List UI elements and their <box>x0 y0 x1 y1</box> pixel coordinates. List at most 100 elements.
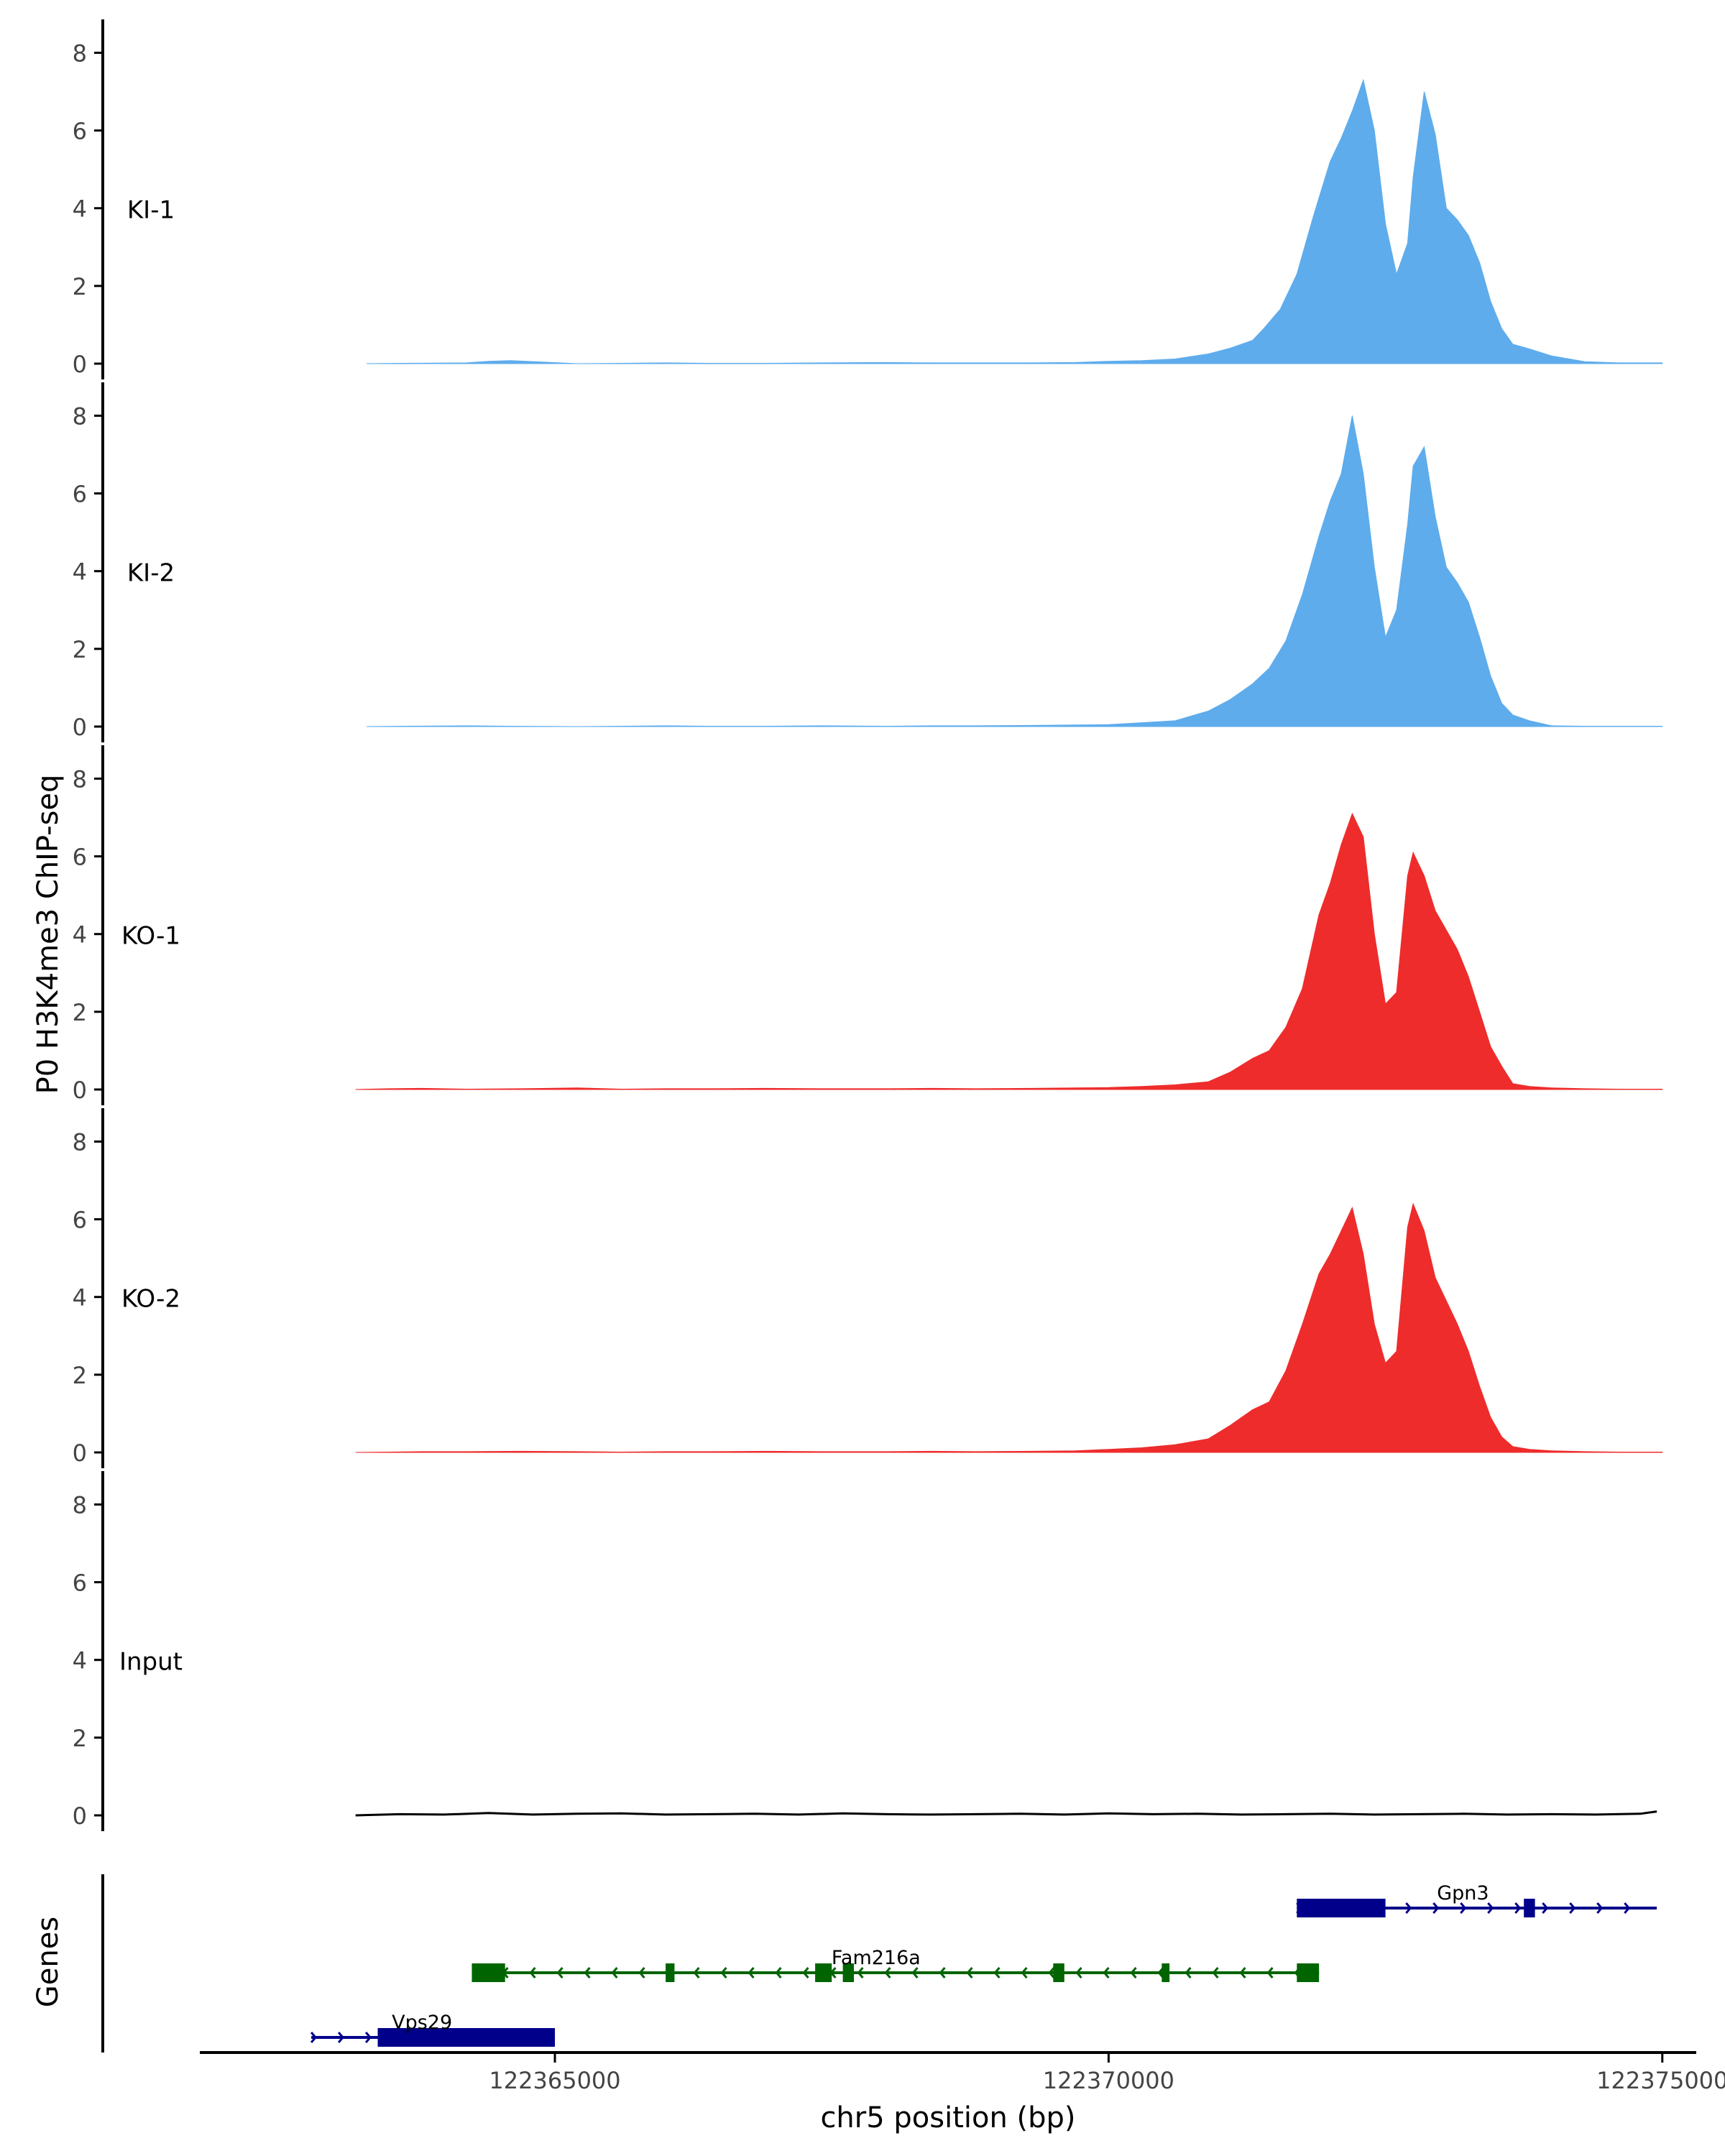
genes-panel: 122365000 122370000 122375000 Gpn3 Fam216a Vp… <box>101 1874 1725 2094</box>
strand-arrow <box>638 1967 645 1978</box>
strand-arrow <box>1624 1902 1631 1914</box>
strand-arrow <box>1569 1902 1576 1914</box>
track-ki-1: 0 2 4 6 8 KI-1 <box>73 19 1663 379</box>
y-tick-label: 4 <box>73 1284 87 1312</box>
strand-arrow <box>1542 1902 1549 1914</box>
strand-arrow <box>310 2032 318 2043</box>
signal-area <box>367 415 1663 727</box>
y-tick-label: 2 <box>73 273 87 300</box>
strand-arrow <box>1487 1902 1494 1914</box>
y-tick-label: 8 <box>73 40 87 67</box>
y-tick-label: 2 <box>73 1725 87 1752</box>
gene-gpn3: Gpn3 <box>1296 1882 1657 1917</box>
y-tick-label: 8 <box>73 402 87 430</box>
signal-tracks: 0 2 4 6 8 KI-1 0 2 4 6 8 KI-2 0 2 4 6 8 KO-1 0 2 4 6 8 KO-2 0 2 4 6… <box>73 19 1663 1831</box>
strand-arrow <box>720 1967 727 1978</box>
genes-axis-title: Genes <box>32 1917 65 2007</box>
x-tick-label: 122365000 <box>489 2067 620 2094</box>
y-axis-title: P0 H3K4me3 ChIP-seq <box>32 775 65 1095</box>
signal-area <box>355 1202 1663 1453</box>
strand-arrow <box>1103 1967 1110 1978</box>
strand-arrow <box>1432 1902 1440 1914</box>
strand-arrow <box>1266 1967 1274 1978</box>
gene-label: Fam216a <box>832 1947 921 1969</box>
track-label: KO-2 <box>121 1285 180 1314</box>
strand-arrow <box>939 1967 946 1978</box>
strand-arrow <box>775 1967 782 1978</box>
strand-arrow <box>1596 1902 1604 1914</box>
gene-exon <box>666 1963 675 1982</box>
gene-exon <box>1297 1899 1386 1917</box>
strand-arrow <box>1239 1967 1246 1978</box>
gene-label: Gpn3 <box>1437 1882 1489 1904</box>
gene-exon <box>472 1963 505 1982</box>
signal-area <box>355 812 1663 1090</box>
strand-arrow <box>1021 1967 1028 1978</box>
x-tick-label: 122370000 <box>1043 2067 1174 2094</box>
strand-arrow <box>1460 1902 1467 1914</box>
gene-label: Vps29 <box>392 2012 452 2034</box>
strand-arrow <box>802 1967 809 1978</box>
strand-arrow <box>556 1967 564 1978</box>
strand-arrow <box>611 1967 618 1978</box>
strand-arrow <box>1048 1967 1055 1978</box>
track-label: KI-1 <box>127 196 175 225</box>
track-label: KI-2 <box>127 559 175 588</box>
gene-exon <box>842 1963 855 1982</box>
y-tick-label: 0 <box>73 1802 87 1830</box>
y-tick-label: 4 <box>73 558 87 586</box>
y-tick-label: 8 <box>73 1491 87 1519</box>
track-label: Input <box>119 1648 183 1677</box>
y-tick-label: 2 <box>73 1362 87 1389</box>
gene-exon <box>1297 1963 1320 1982</box>
y-tick-label: 0 <box>73 351 87 378</box>
strand-arrow <box>364 2032 372 2043</box>
gene-exon <box>1053 1963 1064 1982</box>
strand-arrow <box>911 1967 919 1978</box>
y-tick-label: 8 <box>73 1128 87 1156</box>
strand-arrow <box>337 2032 345 2043</box>
y-tick-label: 0 <box>73 1439 87 1467</box>
strand-arrow <box>1405 1902 1412 1914</box>
signal-area <box>367 78 1663 364</box>
gene-exon <box>1162 1963 1170 1982</box>
strand-arrow <box>1212 1967 1219 1978</box>
strand-arrow <box>884 1967 891 1978</box>
strand-arrow <box>857 1967 864 1978</box>
y-tick-label: 6 <box>73 1207 87 1234</box>
strand-arrow <box>966 1967 973 1978</box>
y-tick-label: 8 <box>73 765 87 793</box>
y-tick-label: 0 <box>73 714 87 741</box>
y-tick-label: 6 <box>73 118 87 145</box>
track-ki-2: 0 2 4 6 8 KI-2 <box>73 382 1663 742</box>
y-tick-label: 2 <box>73 999 87 1026</box>
y-tick-label: 4 <box>73 921 87 949</box>
y-tick-label: 2 <box>73 636 87 663</box>
gene-vps29: Vps29 <box>310 2012 556 2047</box>
gene-exon <box>1524 1899 1535 1917</box>
x-axis-title: chr5 position (bp) <box>820 2101 1075 2134</box>
x-tick-label: 122375000 <box>1596 2067 1725 2094</box>
strand-arrow <box>584 1967 591 1978</box>
track-ko-2: 0 2 4 6 8 KO-2 <box>73 1108 1663 1468</box>
track-ko-1: 0 2 4 6 8 KO-1 <box>73 745 1663 1105</box>
strand-arrow <box>748 1967 755 1978</box>
strand-arrow <box>1075 1967 1082 1978</box>
gene-exon <box>377 2028 556 2047</box>
gene-fam216a: Fam216a <box>472 1947 1320 1982</box>
strand-arrow <box>529 1967 536 1978</box>
y-tick-label: 0 <box>73 1077 87 1104</box>
y-tick-label: 4 <box>73 1647 87 1674</box>
strand-arrow <box>1130 1967 1137 1978</box>
y-tick-label: 6 <box>73 1570 87 1597</box>
strand-arrow <box>693 1967 700 1978</box>
y-tick-label: 4 <box>73 195 87 223</box>
gene-exon <box>815 1963 832 1982</box>
strand-arrow <box>1514 1902 1522 1914</box>
track-label: KO-1 <box>121 922 180 951</box>
y-tick-label: 6 <box>73 481 87 508</box>
input-signal-line <box>355 1810 1657 1817</box>
strand-arrow <box>993 1967 1000 1978</box>
strand-arrow <box>1184 1967 1192 1978</box>
